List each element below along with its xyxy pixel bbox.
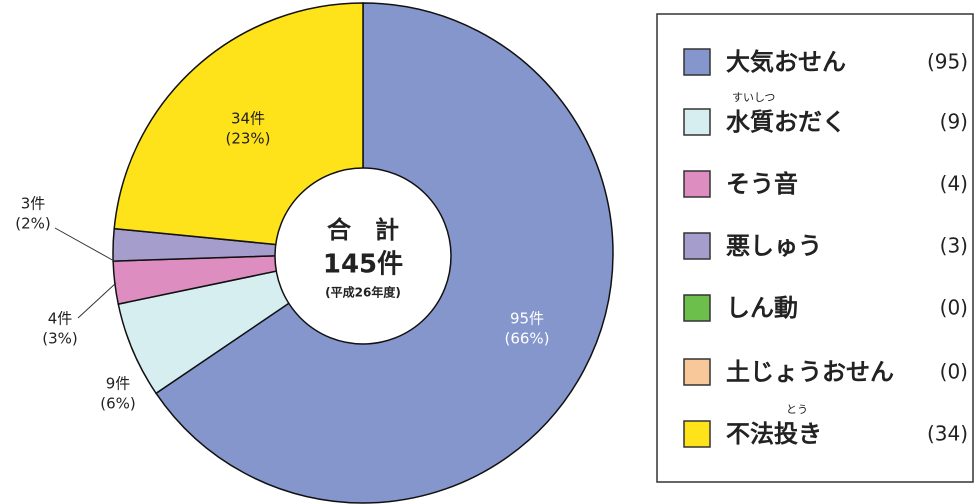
chart: 合 計 145件 (平成26年度) 95件 (66%) 9件 (6%) 4件 (3%) 3件 (2%… [0,0,979,504]
legend-count: (4) [940,172,968,196]
leader-line [78,283,116,318]
value-label: 3件 [21,195,46,213]
legend-swatch [684,233,710,259]
legend-label: 不法投き [726,420,822,448]
value-label: 95件 [510,310,544,328]
value-label: 9件 [106,375,131,393]
legend-count: (95) [927,50,968,74]
legend-count: (3) [940,234,968,258]
legend-label: そう音 [726,170,798,198]
percent-label: (6%) [100,395,136,413]
percent-label: (66%) [504,330,549,348]
legend-swatch [684,171,710,197]
legend-count: (9) [940,110,968,134]
legend-label: 水質おだく [726,108,846,136]
legend-swatch [684,421,710,447]
legend-count: (34) [927,422,968,446]
legend-label: 大気おせん [726,48,846,76]
legend-label: 土じょうおせん [726,358,894,386]
legend-label: しん動 [726,294,798,322]
center-total: 145件 [323,250,403,280]
legend-ruby: とう [786,403,808,416]
legend-swatch [684,359,710,385]
value-label: 4件 [48,310,73,328]
legend-count: (0) [940,360,968,384]
percent-label: (2%) [15,215,51,233]
legend-ruby: すいしつ [732,91,775,104]
percent-label: (3%) [42,330,78,348]
legend-swatch [684,49,710,75]
value-label: 34件 [231,110,265,128]
leader-line [55,228,116,262]
legend-count: (0) [940,296,968,320]
legend-label: 悪しゅう [726,232,822,260]
center-note: (平成26年度) [325,285,401,300]
percent-label: (23%) [225,130,270,148]
legend-swatch [684,295,710,321]
legend-swatch [684,109,710,135]
center-title: 合 計 [327,216,399,244]
